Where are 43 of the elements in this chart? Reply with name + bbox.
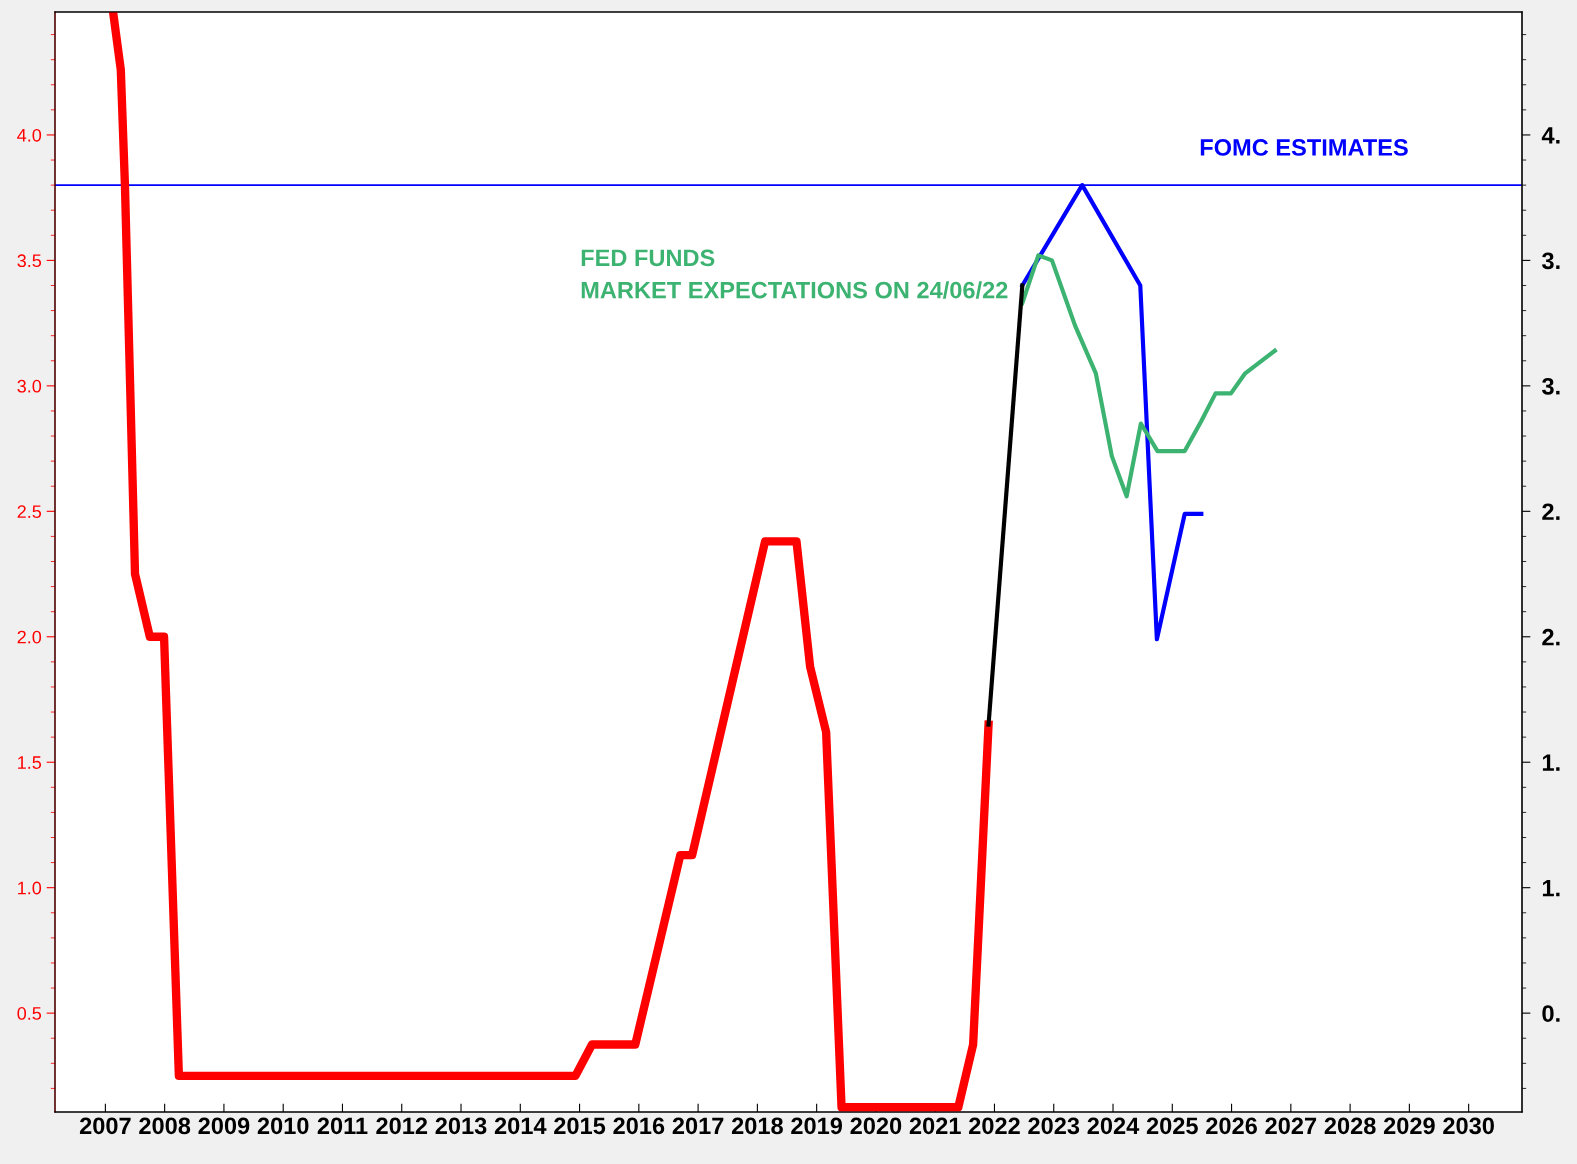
x-tick-label: 2008	[139, 1117, 191, 1135]
y-tick-label: 3.5	[17, 254, 42, 268]
y-tick-label: 0.5	[17, 1007, 42, 1020]
y2-tick-label: 4.	[1541, 127, 1560, 144]
x-tick-label: 2024	[1087, 1117, 1140, 1135]
y-tick-label: 2.5	[17, 505, 42, 519]
x-tick-label: 2012	[376, 1117, 428, 1135]
x-tick-label: 2029	[1383, 1117, 1435, 1135]
y2-tick-label: 2.	[1542, 628, 1560, 646]
x-tick-label: 2010	[257, 1117, 309, 1135]
y-tick-label: 1.5	[18, 756, 42, 769]
x-tick-label: 2015	[554, 1117, 606, 1135]
x-tick-label: 2017	[672, 1117, 724, 1135]
y-tick-label: 1.0	[18, 881, 42, 895]
x-tick-label: 2023	[1028, 1117, 1080, 1135]
x-tick-label: 2016	[613, 1117, 665, 1135]
x-tick-label: 2009	[198, 1117, 250, 1135]
x-tick-label: 2019	[791, 1117, 843, 1135]
x-tick-label: 2025	[1146, 1117, 1198, 1135]
x-tick-label: 2013	[435, 1117, 487, 1135]
x-tick-label: 2014	[494, 1117, 547, 1135]
x-tick-label: 2030	[1443, 1117, 1494, 1135]
y2-tick-label: 3.	[1541, 377, 1560, 395]
series-label: FED FUNDS MARKET EXPECTATIONS ON 24/06/22	[581, 249, 1008, 299]
x-tick-label: 2028	[1324, 1117, 1376, 1135]
text: FOMC ESTIMATES	[1200, 139, 1408, 156]
y2-tick-label: 1.	[1542, 754, 1560, 771]
y-tick-label: 2.0	[17, 630, 42, 644]
x-tick-label: 2020	[850, 1117, 902, 1135]
x-tick-label: 2011	[317, 1117, 368, 1135]
y2-tick-label: 3.	[1541, 252, 1560, 270]
x-tick-label: 2022	[969, 1117, 1020, 1135]
y2-tick-label: 2.	[1542, 503, 1560, 520]
x-tick-label: 2026	[1206, 1117, 1257, 1135]
y2-tick-label: 1.	[1542, 880, 1560, 897]
line-series	[1020, 253, 1277, 499]
x-tick-label: 2021	[909, 1117, 961, 1135]
y2-tick-label: 0.	[1542, 1005, 1560, 1022]
x-tick-label: 2018	[731, 1117, 783, 1135]
y-tick-label: 4.0	[17, 128, 42, 142]
x-tick-label: 2027	[1265, 1117, 1317, 1135]
y-tick-label: 3.0	[17, 379, 42, 393]
x-tick-label: 2007	[79, 1117, 131, 1135]
